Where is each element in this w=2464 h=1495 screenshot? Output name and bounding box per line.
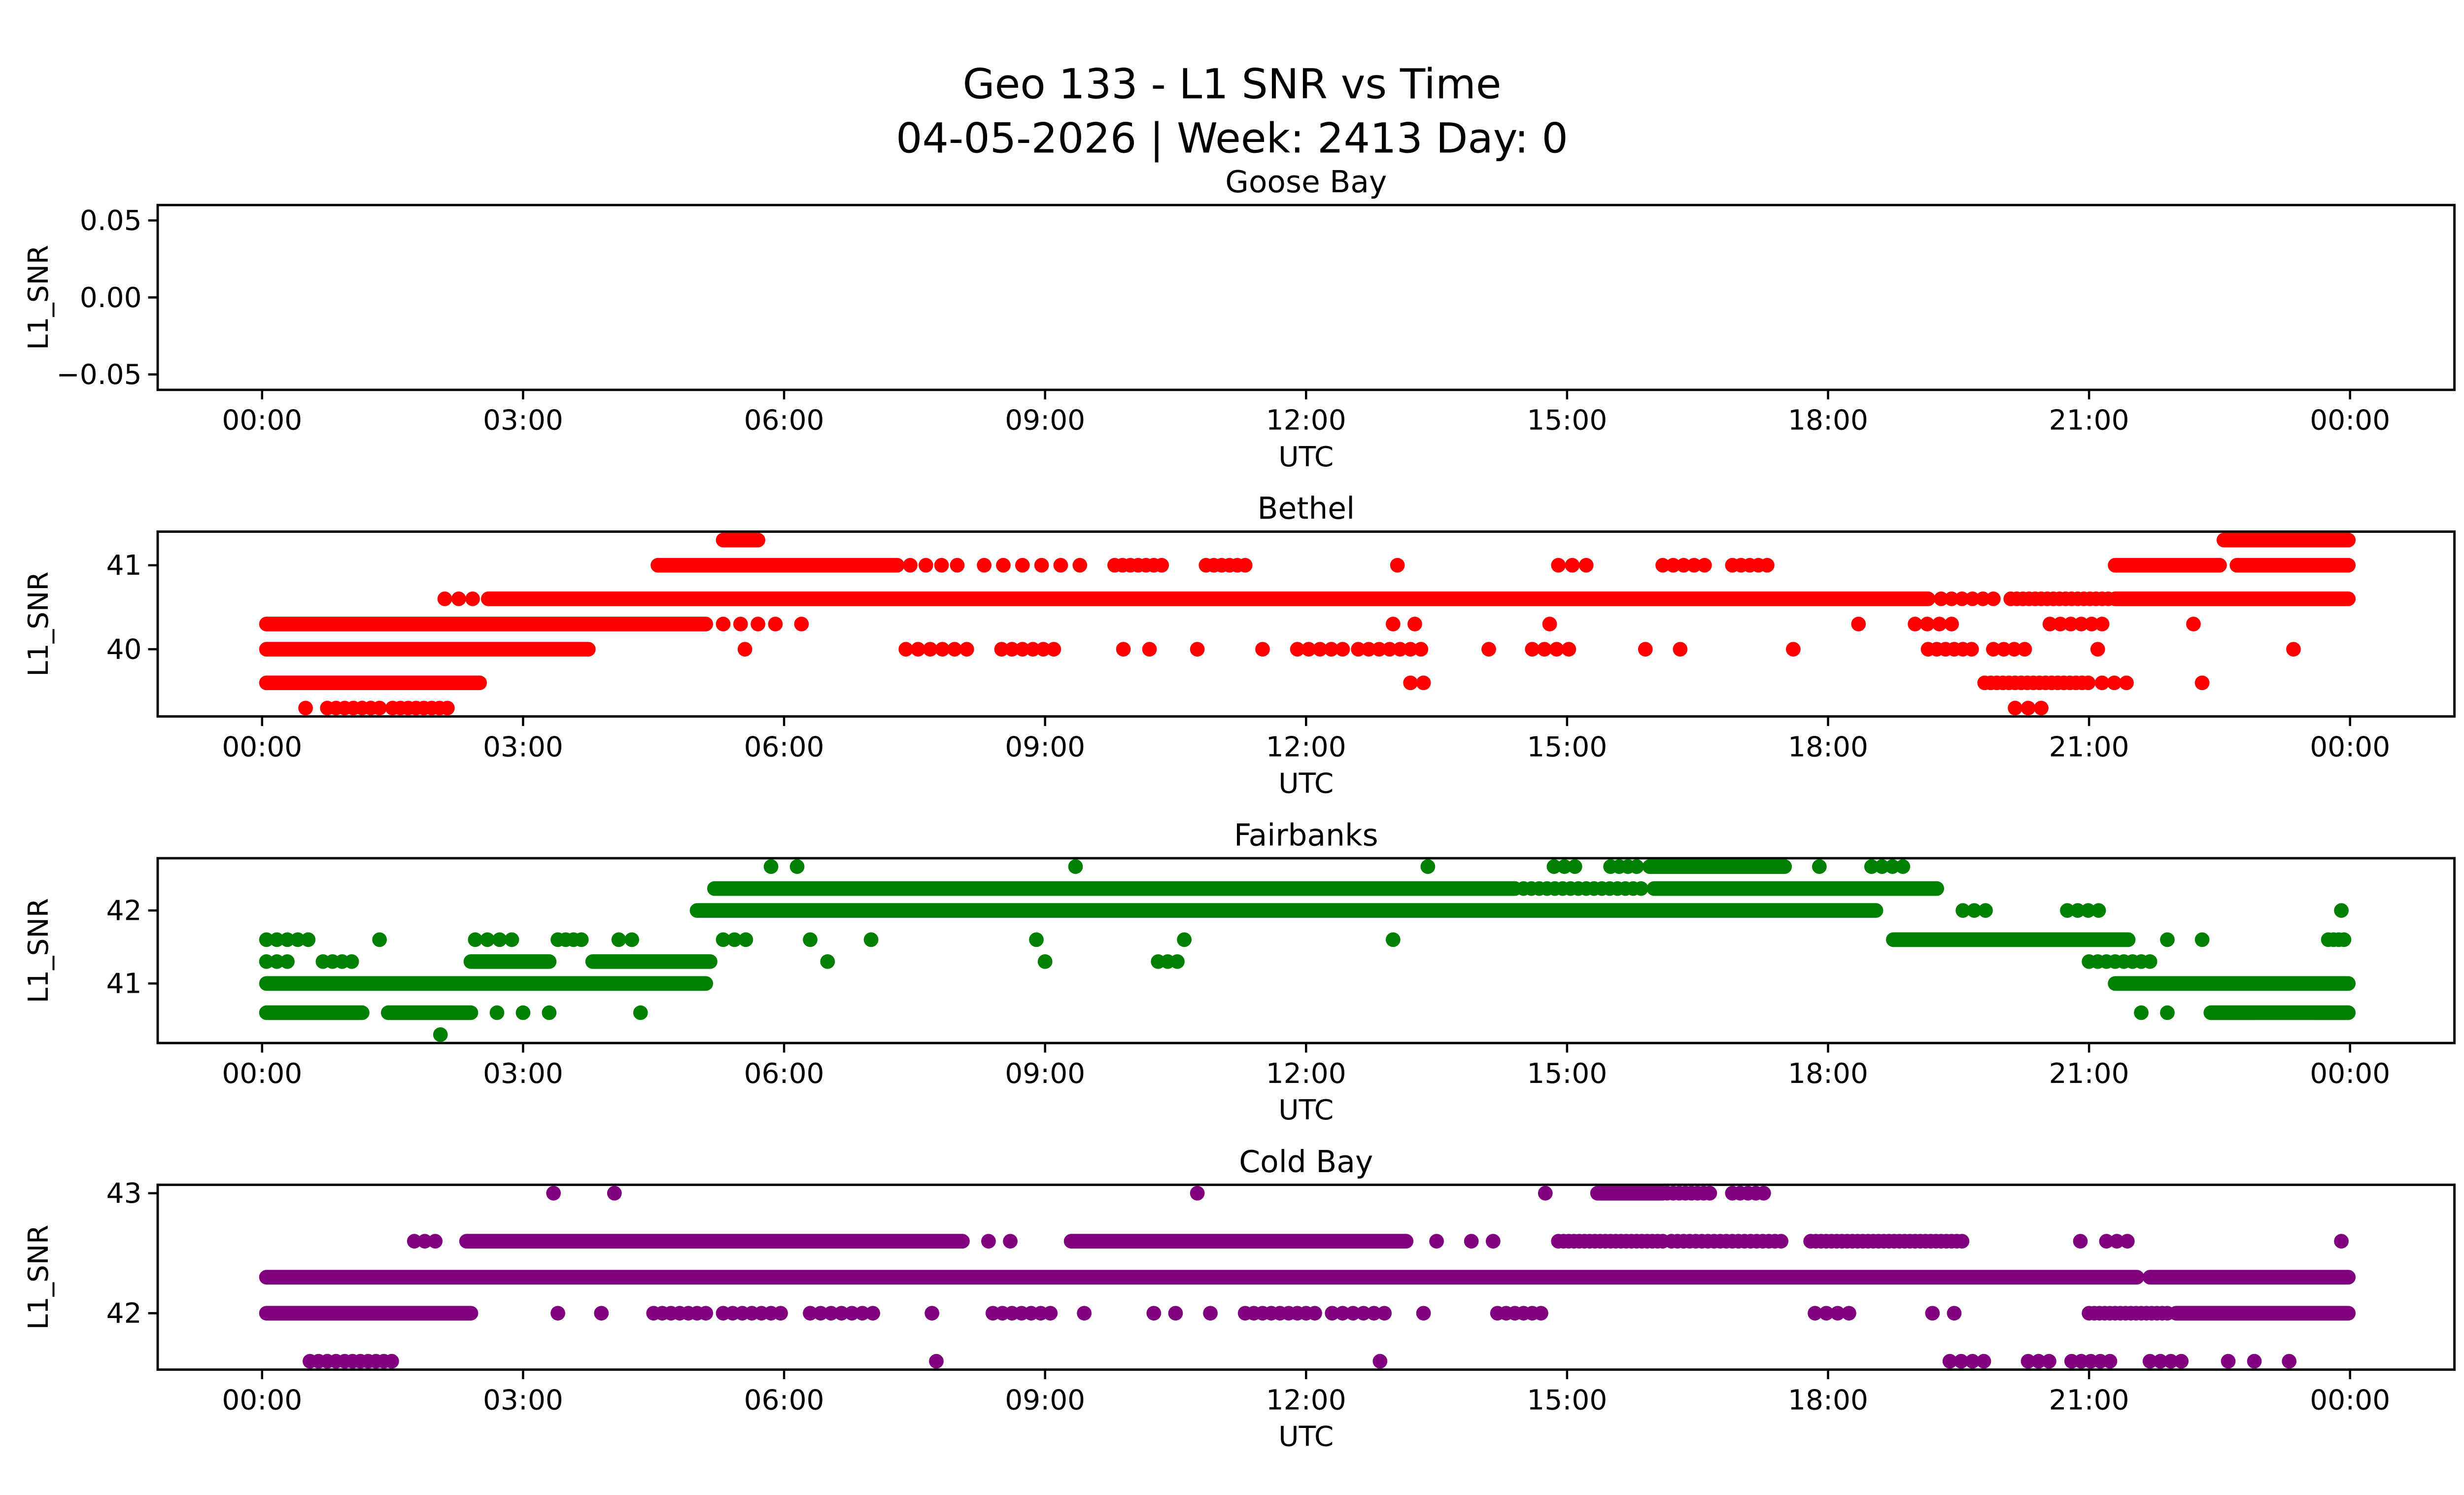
- y-tick-label: 42: [106, 1297, 142, 1330]
- x-tick-label: 12:00: [1266, 1057, 1346, 1090]
- x-tick-label: 18:00: [1788, 1384, 1868, 1416]
- x-tick-label: 15:00: [1527, 1057, 1607, 1090]
- y-axis-label: L1_SNR: [22, 1225, 55, 1330]
- subplot-title-bethel: Bethel: [1257, 491, 1355, 526]
- y-axis-label: L1_SNR: [22, 571, 55, 676]
- x-tick-label: 15:00: [1527, 730, 1607, 763]
- subplots: Goose Bay −0.05 0.00 0.05 00:00 03:00 06:00 09:…: [22, 165, 2456, 1453]
- subplot-bethel: Bethel 40 41 00:00 03:00 06:00 09:00 12:00 15:00…: [22, 491, 2456, 800]
- subplot-title-fairbanks: Fairbanks: [1234, 818, 1378, 853]
- x-tick-label: 21:00: [2049, 1057, 2129, 1090]
- x-tick-label: 00:00: [2310, 404, 2390, 437]
- x-tick-label: 18:00: [1788, 1057, 1868, 1090]
- subplot-goose-bay: Goose Bay −0.05 0.00 0.05 00:00 03:00 06:00 09:…: [22, 165, 2456, 473]
- x-tick-label: 00:00: [222, 404, 302, 437]
- scatter-bethel: [259, 532, 2356, 716]
- y-tick-label: 40: [106, 633, 142, 666]
- subplot-title-cold-bay: Cold Bay: [1239, 1145, 1373, 1180]
- figure-subtitle: 04-05-2026 | Week: 2413 Day: 0: [896, 114, 1568, 162]
- x-axis-label: UTC: [1278, 1421, 1334, 1453]
- x-tick-label: 15:00: [1527, 404, 1607, 437]
- x-tick-label: 12:00: [1266, 1384, 1346, 1416]
- x-tick-label: 03:00: [483, 730, 563, 763]
- subplot-cold-bay: Cold Bay 42 43 00:00 03:00 06:00 09:00 12:00 15:…: [22, 1145, 2456, 1453]
- x-tick-label: 06:00: [744, 404, 824, 437]
- axes-frame: [156, 204, 2456, 391]
- x-tick-label: 00:00: [222, 1057, 302, 1090]
- y-axis-label: L1_SNR: [22, 245, 55, 350]
- y-tick-label: 41: [106, 968, 142, 1000]
- y-tick-label: 41: [106, 549, 142, 582]
- y-tick-label: 42: [106, 894, 142, 927]
- x-tick-label: 00:00: [2310, 1057, 2390, 1090]
- subplot-title-goose-bay: Goose Bay: [1225, 165, 1387, 200]
- x-tick-label: 03:00: [483, 1057, 563, 1090]
- x-tick-label: 18:00: [1788, 404, 1868, 437]
- scatter-fairbanks: [259, 859, 2356, 1042]
- x-tick-label: 00:00: [2310, 1384, 2390, 1416]
- y-tick-label: 43: [106, 1177, 142, 1210]
- x-tick-label: 21:00: [2049, 1384, 2129, 1416]
- y-tick-label: 0.05: [80, 205, 142, 237]
- x-tick-label: 12:00: [1266, 730, 1346, 763]
- x-tick-label: 06:00: [744, 1057, 824, 1090]
- x-tick-label: 03:00: [483, 1384, 563, 1416]
- x-tick-label: 09:00: [1005, 1384, 1085, 1416]
- figure-title: Geo 133 - L1 SNR vs Time: [962, 60, 1501, 108]
- scatter-cold-bay: [259, 1185, 2356, 1369]
- x-tick-label: 00:00: [222, 1384, 302, 1416]
- x-tick-label: 00:00: [222, 730, 302, 763]
- y-tick-label: 0.00: [80, 281, 142, 314]
- x-tick-label: 18:00: [1788, 730, 1868, 763]
- x-tick-label: 09:00: [1005, 1057, 1085, 1090]
- subplot-fairbanks: Fairbanks 41 42 00:00 03:00 06:00 09:00 12:00 15…: [22, 818, 2456, 1126]
- x-tick-label: 12:00: [1266, 404, 1346, 437]
- x-tick-label: 09:00: [1005, 404, 1085, 437]
- x-tick-label: 06:00: [744, 1384, 824, 1416]
- x-axis-label: UTC: [1278, 441, 1334, 473]
- x-tick-label: 09:00: [1005, 730, 1085, 763]
- x-axis-label: UTC: [1278, 1094, 1334, 1126]
- x-tick-label: 00:00: [2310, 730, 2390, 763]
- y-axis-label: L1_SNR: [22, 898, 55, 1003]
- x-tick-label: 06:00: [744, 730, 824, 763]
- x-axis-label: UTC: [1278, 767, 1334, 800]
- x-tick-label: 03:00: [483, 404, 563, 437]
- x-tick-label: 15:00: [1527, 1384, 1607, 1416]
- y-tick-label: −0.05: [56, 358, 141, 391]
- x-tick-label: 21:00: [2049, 404, 2129, 437]
- x-tick-label: 21:00: [2049, 730, 2129, 763]
